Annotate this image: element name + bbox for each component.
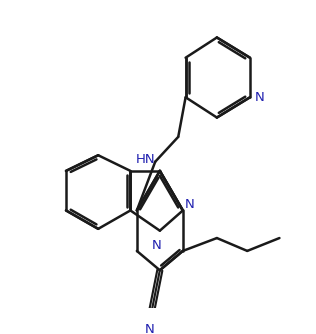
Text: HN: HN	[135, 153, 155, 166]
Text: N: N	[185, 198, 195, 211]
Text: N: N	[152, 239, 162, 252]
Text: N: N	[255, 91, 264, 104]
Text: N: N	[145, 323, 155, 334]
